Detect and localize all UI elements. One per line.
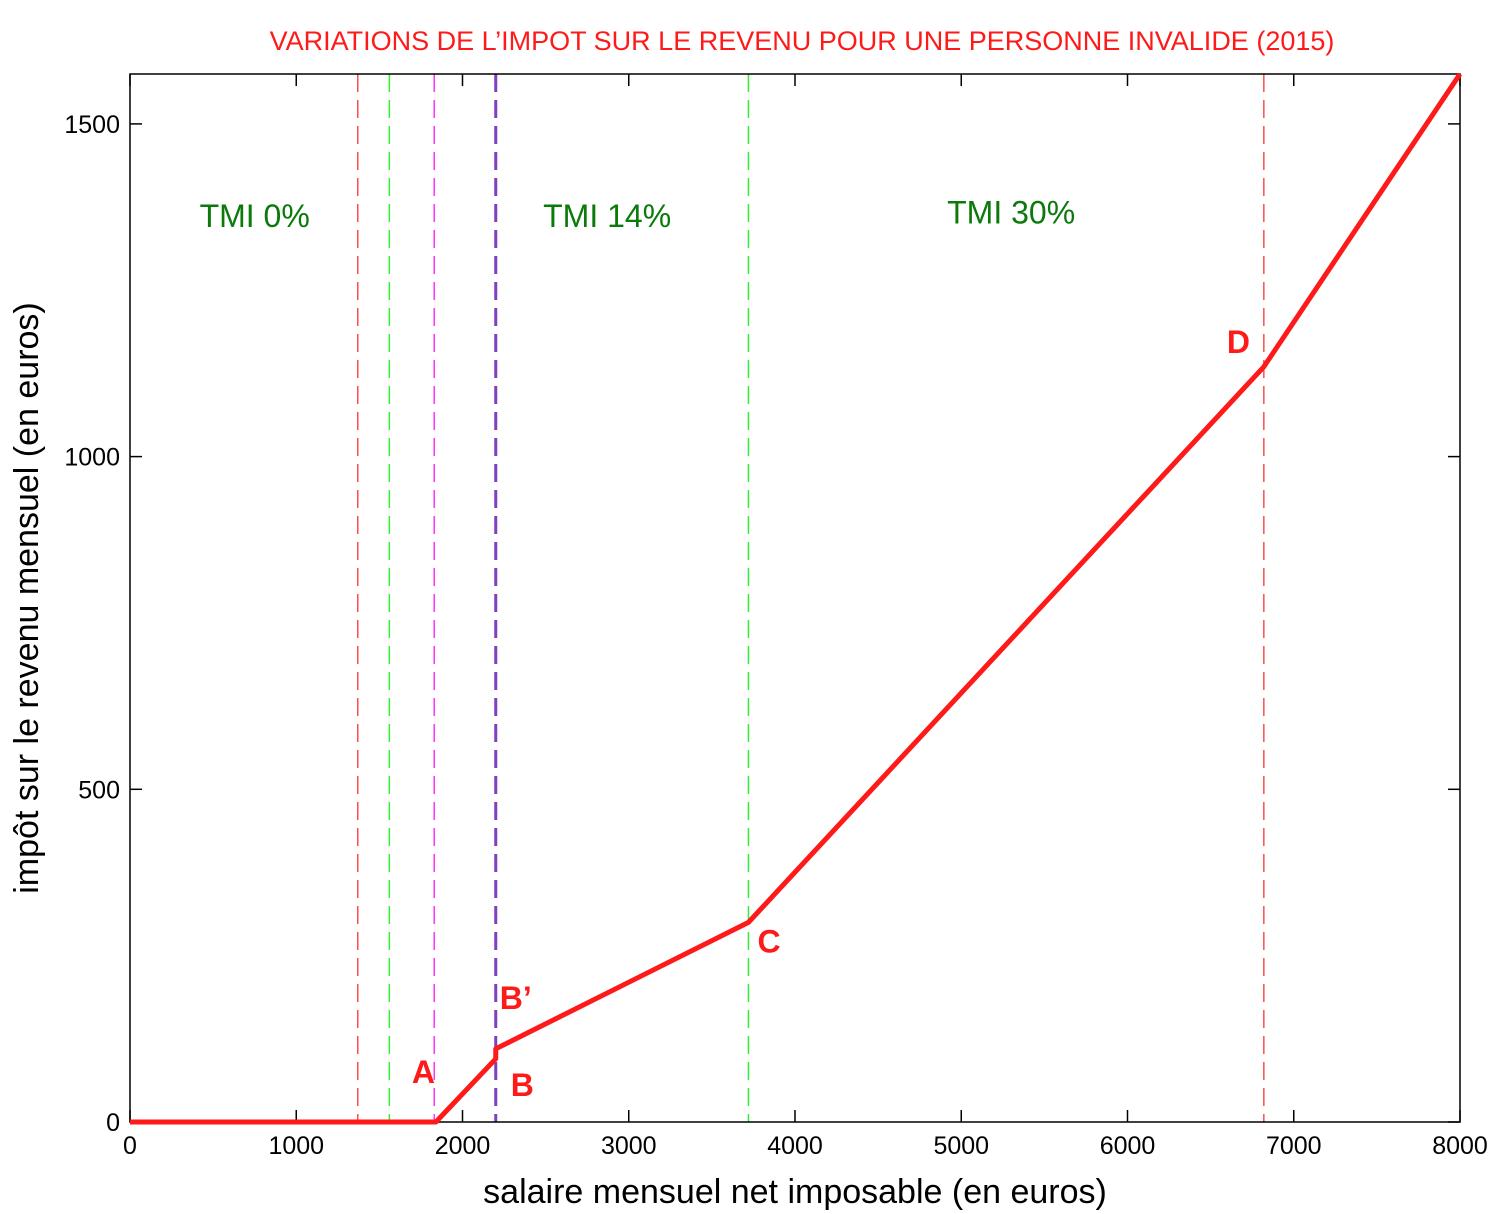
x-tick-label: 0 (123, 1132, 137, 1160)
region-label: TMI 0% (200, 198, 310, 234)
series (130, 72, 1463, 1125)
y-tick-label: 0 (106, 1109, 120, 1137)
y-axis-label: impôt sur le revenu mensuel (en euros) (8, 302, 46, 894)
x-tick-label: 8000 (1432, 1132, 1488, 1160)
x-tick-label: 1000 (268, 1132, 324, 1160)
x-tick-label: 3000 (601, 1132, 657, 1160)
x-tick-label: 2000 (435, 1132, 491, 1160)
point-label: D (1227, 324, 1250, 360)
point-label: A (412, 1054, 435, 1090)
annotations: TMI 0% TMI 14% TMI 30% A B B’ C D (200, 195, 1250, 1103)
region-label: TMI 14% (543, 198, 671, 234)
x-tick-label: 7000 (1266, 1132, 1322, 1160)
y-tick-label: 500 (78, 776, 120, 804)
y-tick-label: 1000 (64, 444, 120, 472)
x-axis-label: salaire mensuel net imposable (en euros) (483, 1173, 1107, 1211)
point-label: B’ (500, 980, 532, 1016)
series-line-1 (130, 72, 1463, 1125)
x-tick-label: 4000 (767, 1132, 823, 1160)
reference-lines (357, 74, 1265, 1122)
x-tick-label: 5000 (933, 1132, 989, 1160)
plot-frame (129, 73, 1461, 1123)
x-tick-label: 6000 (1100, 1132, 1156, 1160)
chart-title: VARIATIONS DE L’IMPOT SUR LE REVENU POUR… (270, 26, 1335, 56)
y-tick-label: 1500 (64, 111, 120, 139)
point-label: B (511, 1067, 534, 1103)
region-label: TMI 30% (947, 195, 1075, 231)
ticks: 0 1000 2000 3000 4000 5000 6000 7000 8000 0 500 100… (64, 74, 1488, 1160)
point-label: C (757, 923, 780, 959)
axes (129, 73, 1461, 1123)
